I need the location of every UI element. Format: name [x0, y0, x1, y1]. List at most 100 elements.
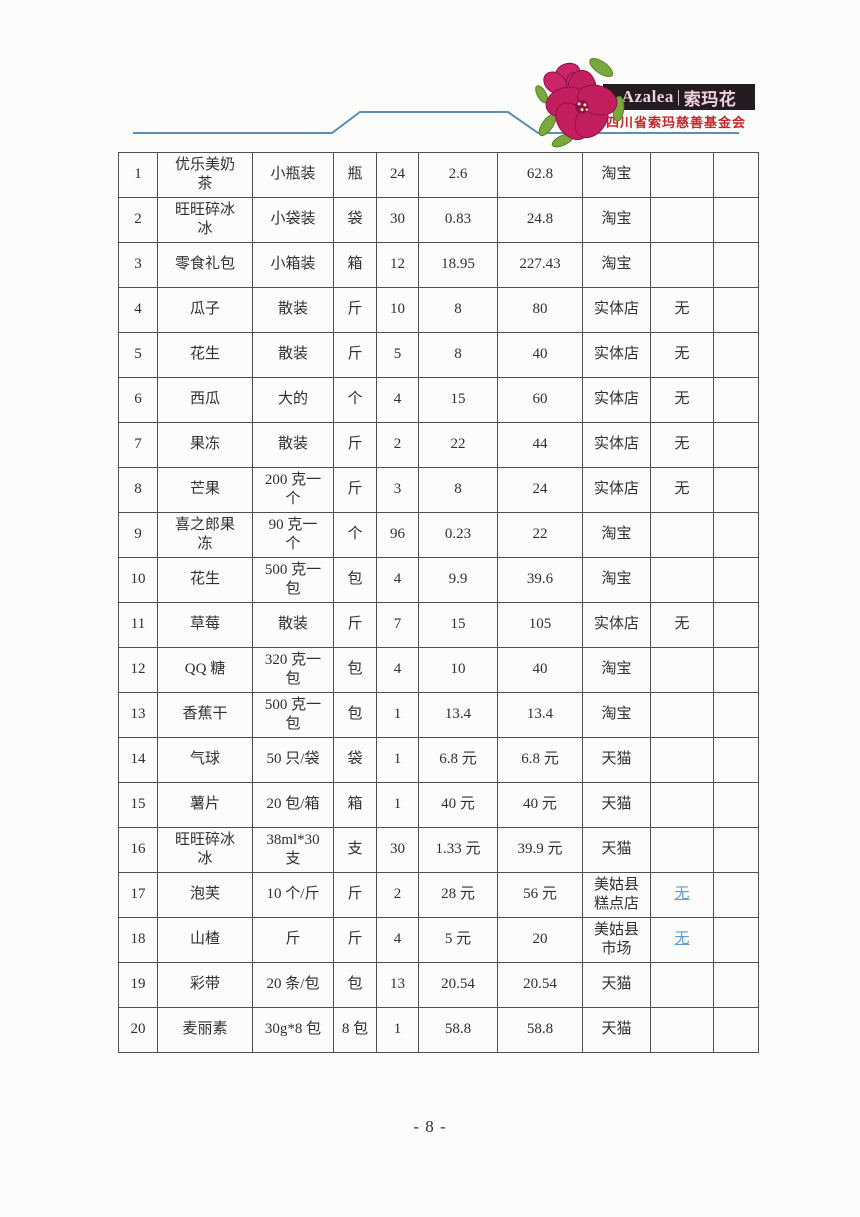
cell-total: 60	[497, 377, 583, 423]
cell-source: 天猫	[582, 962, 651, 1008]
cell-unit: 箱	[333, 242, 377, 288]
cell-unit: 包	[333, 962, 377, 1008]
cell-source: 美姑县 市场	[582, 917, 651, 963]
cell-source: 天猫	[582, 782, 651, 828]
cell-num: 2	[118, 197, 158, 243]
cell-name: 香蕉干	[157, 692, 253, 738]
remark-link[interactable]: 无	[674, 886, 690, 903]
cell-extra	[713, 152, 759, 198]
cell-name: 西瓜	[157, 377, 253, 423]
cell-remark: 无	[650, 377, 714, 423]
cell-qty: 30	[376, 827, 419, 873]
cell-total: 105	[497, 602, 583, 648]
cell-unit: 斤	[333, 287, 377, 333]
cell-num: 1	[118, 152, 158, 198]
cell-qty: 3	[376, 467, 419, 513]
table-row: 9 喜之郎果 冻 90 克一 个个 96 0.23 22 淘宝	[118, 512, 759, 558]
cell-qty: 4	[376, 557, 419, 603]
cell-unit: 斤	[333, 602, 377, 648]
cell-unit: 包	[333, 692, 377, 738]
cell-total: 6.8 元	[497, 737, 583, 783]
cell-source: 实体店	[582, 377, 651, 423]
logo-subtitle: 四川省索玛慈善基金会	[605, 115, 746, 130]
cell-num: 3	[118, 242, 158, 288]
cell-total: 62.8	[497, 152, 583, 198]
logo-banner-cn: 索玛花	[683, 89, 737, 109]
cell-spec: 38ml*30 支	[252, 827, 334, 873]
cell-spec: 散装	[252, 422, 334, 468]
cell-extra	[713, 332, 759, 378]
cell-num: 16	[118, 827, 158, 873]
cell-unit_price: 58.8	[418, 1007, 498, 1053]
cell-source: 实体店	[582, 467, 651, 513]
cell-total: 13.4	[497, 692, 583, 738]
cell-source: 淘宝	[582, 557, 651, 603]
cell-total: 80	[497, 287, 583, 333]
cell-extra	[713, 602, 759, 648]
cell-unit_price: 20.54	[418, 962, 498, 1008]
cell-total: 58.8	[497, 1007, 583, 1053]
cell-name: 花生	[157, 557, 253, 603]
cell-source: 淘宝	[582, 152, 651, 198]
cell-total: 20.54	[497, 962, 583, 1008]
cell-total: 24.8	[497, 197, 583, 243]
page-number: - 8 -	[413, 1117, 447, 1136]
cell-name: 零食礼包	[157, 242, 253, 288]
purchase-items-table: 1 优乐美奶 茶小瓶装瓶 24 2.6 62.8 淘宝 2 旺旺碎冰 冰小袋装袋 30 0.83 2…	[118, 152, 759, 1053]
cell-name: 果冻	[157, 422, 253, 468]
cell-spec: 斤	[252, 917, 334, 963]
cell-qty: 13	[376, 962, 419, 1008]
cell-num: 20	[118, 1007, 158, 1053]
cell-qty: 1	[376, 782, 419, 828]
cell-spec: 小瓶装	[252, 152, 334, 198]
cell-unit_price: 15	[418, 377, 498, 423]
cell-total: 20	[497, 917, 583, 963]
cell-num: 18	[118, 917, 158, 963]
cell-num: 19	[118, 962, 158, 1008]
cell-name: 瓜子	[157, 287, 253, 333]
cell-unit: 袋	[333, 197, 377, 243]
cell-unit_price: 0.83	[418, 197, 498, 243]
cell-unit: 袋	[333, 737, 377, 783]
cell-unit: 包	[333, 557, 377, 603]
cell-num: 9	[118, 512, 158, 558]
table-row: 11 草莓 散装斤 7 15 105 实体店无	[118, 602, 759, 648]
cell-qty: 4	[376, 647, 419, 693]
cell-unit_price: 8	[418, 287, 498, 333]
cell-source: 实体店	[582, 332, 651, 378]
cell-name: 旺旺碎冰 冰	[157, 197, 253, 243]
cell-qty: 5	[376, 332, 419, 378]
cell-unit_price: 8	[418, 467, 498, 513]
cell-extra	[713, 692, 759, 738]
cell-unit: 8 包	[333, 1007, 377, 1053]
cell-unit: 支	[333, 827, 377, 873]
cell-source: 实体店	[582, 602, 651, 648]
cell-total: 22	[497, 512, 583, 558]
remark-link[interactable]: 无	[674, 931, 690, 948]
cell-spec: 200 克一 个	[252, 467, 334, 513]
cell-num: 6	[118, 377, 158, 423]
cell-spec: 90 克一 个	[252, 512, 334, 558]
cell-qty: 4	[376, 917, 419, 963]
cell-spec: 30g*8 包	[252, 1007, 334, 1053]
table-row: 12 QQ 糖 320 克一 包包 4 10 40 淘宝	[118, 647, 759, 693]
cell-extra	[713, 467, 759, 513]
table-row: 16 旺旺碎冰 冰 38ml*30 支支 30 1.33 元 39.9 元天猫	[118, 827, 759, 873]
cell-extra	[713, 1007, 759, 1053]
cell-total: 44	[497, 422, 583, 468]
logo-banner-divider: |	[676, 87, 681, 106]
cell-total: 39.6	[497, 557, 583, 603]
cell-unit_price: 28 元	[418, 872, 498, 918]
cell-source: 淘宝	[582, 647, 651, 693]
cell-qty: 1	[376, 737, 419, 783]
cell-unit: 斤	[333, 422, 377, 468]
cell-name: 泡芙	[157, 872, 253, 918]
cell-extra	[713, 242, 759, 288]
cell-source: 天猫	[582, 827, 651, 873]
table-row: 15 薯片 20 包/箱箱 1 40 元 40 元天猫	[118, 782, 759, 828]
cell-source: 实体店	[582, 422, 651, 468]
cell-remark	[650, 782, 714, 828]
cell-qty: 1	[376, 692, 419, 738]
cell-unit_price: 15	[418, 602, 498, 648]
